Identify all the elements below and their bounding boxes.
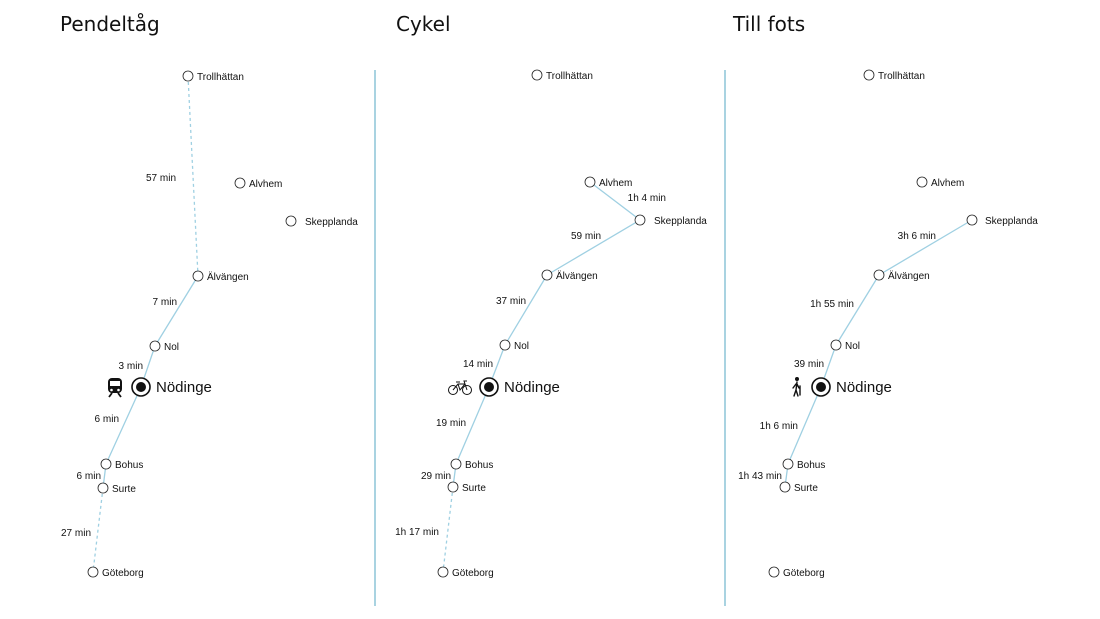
panel-title: Cykel: [396, 12, 451, 36]
route-segment: [455, 386, 490, 465]
panel-divider: [724, 70, 726, 606]
station-marker-skepplanda: [966, 214, 978, 226]
travel-time-label: 29 min: [421, 471, 451, 482]
route-segment: [92, 487, 104, 573]
travel-time-label: 14 min: [463, 359, 493, 370]
hub-label: Nödinge: [504, 379, 560, 396]
station-marker-goteborg: [87, 566, 99, 578]
panel-cykel: Cykel 1h 4 min 59 min 37 min 14 min 19 min 29…: [395, 12, 707, 579]
hub-dot: [816, 382, 826, 392]
panel-title: Pendeltåg: [60, 12, 160, 36]
route-segment: [835, 274, 880, 346]
travel-time-label: 27 min: [61, 528, 91, 539]
station-label-nol: Nol: [514, 341, 529, 352]
station-marker-surte: [447, 481, 459, 493]
travel-time-label: 59 min: [571, 231, 601, 242]
station-label-trollhattan: Trollhättan: [878, 71, 925, 82]
station-label-goteborg: Göteborg: [783, 568, 825, 579]
station-label-bohus: Bohus: [115, 460, 143, 471]
hub-label: Nödinge: [156, 379, 212, 396]
station-marker-nol: [499, 339, 511, 351]
train-icon: [108, 378, 122, 398]
station-label-trollhattan: Trollhättan: [546, 71, 593, 82]
route-map-cykel: 1h 4 min 59 min 37 min 14 min 19 min 29 min 1h…: [395, 69, 707, 579]
hub-dot: [136, 382, 146, 392]
station-label-bohus: Bohus: [465, 460, 493, 471]
station-label-alvhem: Alvhem: [931, 178, 964, 189]
station-label-surte: Surte: [794, 483, 818, 494]
travel-time-label: 37 min: [496, 296, 526, 307]
hub-label: Nödinge: [836, 379, 892, 396]
travel-time-label: 1h 4 min: [628, 193, 666, 204]
station-marker-bohus: [782, 458, 794, 470]
station-label-alvangen: Älvängen: [556, 270, 598, 282]
route-segment: [442, 486, 454, 573]
station-marker-bohus: [450, 458, 462, 470]
travel-time-label: 1h 17 min: [395, 527, 439, 538]
travel-time-label: 6 min: [95, 414, 119, 425]
station-label-nol: Nol: [164, 342, 179, 353]
station-marker-skepplanda: [285, 215, 297, 227]
travel-time-label: 1h 43 min: [738, 471, 782, 482]
route-segment: [546, 219, 641, 276]
station-marker-trollhattan: [182, 70, 194, 82]
station-label-goteborg: Göteborg: [102, 568, 144, 579]
pedestrian-icon: [792, 377, 801, 397]
panel-title: Till fots: [733, 12, 806, 36]
station-marker-alvhem: [584, 176, 596, 188]
station-marker-alvhem: [234, 177, 246, 189]
panel-pendeltag: Pendeltåg 57 min 7 min 3 min 6 min 6 min 27 m…: [0, 0, 370, 619]
route-segment: [589, 181, 641, 221]
station-marker-bohus: [100, 458, 112, 470]
station-marker-skepplanda: [634, 214, 646, 226]
station-label-skepplanda: Skepplanda: [305, 217, 358, 228]
bicycle-icon: [448, 380, 472, 395]
station-marker-trollhattan: [531, 69, 543, 81]
station-marker-nol: [830, 339, 842, 351]
route-segment: [787, 386, 822, 465]
station-label-surte: Surte: [462, 483, 486, 494]
route-segment: [105, 386, 142, 465]
route-segment: [504, 274, 548, 346]
travel-time-label: 3 min: [119, 361, 143, 372]
station-marker-surte: [97, 482, 109, 494]
station-marker-alvangen: [873, 269, 885, 281]
travel-time-label: 1h 55 min: [810, 299, 854, 310]
panel-divider: [374, 70, 376, 606]
station-marker-goteborg: [437, 566, 449, 578]
station-label-goteborg: Göteborg: [452, 568, 494, 579]
station-marker-trollhattan: [863, 69, 875, 81]
station-marker-goteborg: [768, 566, 780, 578]
station-marker-nol: [149, 340, 161, 352]
station-label-surte: Surte: [112, 484, 136, 495]
station-label-trollhattan: Trollhättan: [197, 72, 244, 83]
travel-time-label: 1h 6 min: [760, 421, 798, 432]
station-label-skepplanda: Skepplanda: [985, 216, 1038, 227]
travel-time-label: 3h 6 min: [898, 231, 936, 242]
station-marker-alvangen: [192, 270, 204, 282]
station-marker-alvangen: [541, 269, 553, 281]
hub-dot: [484, 382, 494, 392]
station-marker-surte: [779, 481, 791, 493]
station-label-alvhem: Alvhem: [599, 178, 632, 189]
route-segment: [878, 219, 973, 276]
station-label-alvhem: Alvhem: [249, 179, 282, 190]
travel-time-label: 19 min: [436, 418, 466, 429]
station-label-bohus: Bohus: [797, 460, 825, 471]
travel-time-label: 39 min: [794, 359, 824, 370]
travel-time-label: 7 min: [153, 297, 177, 308]
station-label-alvangen: Älvängen: [207, 271, 249, 283]
station-label-skepplanda: Skepplanda: [654, 216, 707, 227]
route-segment: [154, 275, 199, 347]
travel-time-label: 6 min: [77, 471, 101, 482]
station-marker-alvhem: [916, 176, 928, 188]
station-label-alvangen: Älvängen: [888, 270, 930, 282]
station-label-nol: Nol: [845, 341, 860, 352]
travel-time-label: 57 min: [146, 173, 176, 184]
route-map-pendeltag: 57 min 7 min 3 min 6 min 6 min 27 min Trollhät…: [61, 70, 358, 579]
